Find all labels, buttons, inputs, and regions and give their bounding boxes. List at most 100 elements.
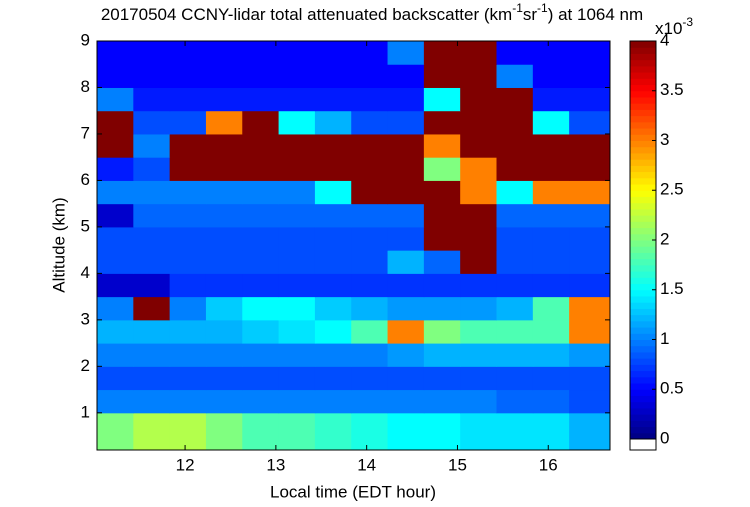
y-tick-label: 2 <box>81 356 90 375</box>
heatmap-cell <box>532 319 570 344</box>
heatmap-cell <box>133 389 171 414</box>
heatmap-cell <box>351 133 389 158</box>
heatmap-cell <box>314 412 352 451</box>
heatmap-cell <box>423 319 461 344</box>
x-tick-label: 13 <box>266 455 285 474</box>
heatmap-cell <box>569 389 611 414</box>
heatmap-cell <box>242 250 280 274</box>
heatmap-cell <box>242 157 280 181</box>
colorbar-step <box>630 401 656 409</box>
heatmap-cell <box>460 273 498 298</box>
heatmap-cell <box>169 203 207 228</box>
heatmap-cell <box>242 296 280 321</box>
y-axis-label: Altitude (km) <box>49 197 68 292</box>
heatmap-cell <box>423 41 461 65</box>
heatmap-cell <box>278 226 316 251</box>
heatmap-cell <box>242 110 280 135</box>
colorbar-step <box>630 196 656 204</box>
colorbar-step <box>630 283 656 291</box>
colorbar-label-sup: -3 <box>682 15 693 29</box>
heatmap-cell <box>351 389 389 414</box>
colorbar-step <box>630 202 656 210</box>
heatmap-cell <box>532 343 570 367</box>
chart-title: 20170504 CCNY-lidar total attenuated bac… <box>101 1 643 24</box>
heatmap-cell <box>97 250 134 274</box>
heatmap-cell <box>496 273 534 298</box>
heatmap-cell <box>460 226 498 251</box>
title-part: ) at 1064 nm <box>548 5 643 24</box>
heatmap-cell <box>242 180 280 205</box>
heatmap-cell <box>569 366 611 391</box>
colorbar-step <box>630 72 656 79</box>
heatmap-cell <box>569 203 611 228</box>
heatmap-cell <box>314 226 352 251</box>
colorbar-step <box>630 59 656 67</box>
heatmap-cell <box>314 157 352 181</box>
colorbar-tick-label: 0.5 <box>660 379 684 398</box>
colorbar-step <box>630 47 656 54</box>
heatmap-cell <box>423 273 461 298</box>
colorbar-under <box>629 438 657 451</box>
colorbar-step <box>630 152 656 160</box>
heatmap-cell <box>496 226 534 251</box>
colorbar-step <box>630 327 656 334</box>
heatmap-cell <box>97 366 134 391</box>
heatmap-cell <box>242 273 280 298</box>
y-tick-label: 9 <box>81 30 90 49</box>
colorbar-step <box>630 208 656 216</box>
heatmap-cell <box>423 366 461 391</box>
colorbar-step <box>630 295 656 303</box>
heatmap-cell <box>532 366 570 391</box>
heatmap-cell <box>169 296 207 321</box>
colorbar-step <box>630 215 656 222</box>
heatmap-cell <box>460 64 498 88</box>
heatmap-cell <box>97 41 134 65</box>
colorbar-step <box>630 414 656 421</box>
heatmap-cell <box>351 110 389 135</box>
heatmap-cell <box>278 87 316 112</box>
colorbar-step <box>630 184 656 191</box>
colorbar-step <box>630 221 656 229</box>
heatmap-cell <box>97 157 134 181</box>
heatmap-cell <box>496 366 534 391</box>
colorbar-tick-label: 3 <box>660 130 669 149</box>
heatmap-cell <box>242 389 280 414</box>
heatmap-cell <box>532 226 570 251</box>
heatmap-cell <box>569 412 611 451</box>
heatmap-cell <box>278 296 316 321</box>
colorbar-step <box>630 333 656 340</box>
x-tick-label: 16 <box>539 455 558 474</box>
heatmap-cell <box>314 296 352 321</box>
heatmap-cell <box>205 250 243 274</box>
heatmap-cell <box>460 296 498 321</box>
heatmap-cell <box>423 87 461 112</box>
heatmap-cell <box>532 389 570 414</box>
x-tick-label: 12 <box>176 455 195 474</box>
heatmap-cell <box>133 296 171 321</box>
colorbar-step <box>630 407 656 415</box>
heatmap-cell <box>387 389 425 414</box>
heatmap-cell <box>460 203 498 228</box>
heatmap-cell <box>423 226 461 251</box>
heatmap-cell <box>387 87 425 112</box>
heatmap-cell <box>460 41 498 65</box>
y-tick-label: 8 <box>81 77 90 96</box>
heatmap <box>97 41 611 451</box>
y-tick-label: 1 <box>81 402 90 421</box>
heatmap-cell <box>133 87 171 112</box>
colorbar-tick-label: 1.5 <box>660 279 684 298</box>
heatmap-cell <box>423 250 461 274</box>
heatmap-cell <box>423 343 461 367</box>
heatmap-cell <box>423 203 461 228</box>
colorbar-step <box>630 426 656 434</box>
heatmap-cell <box>169 110 207 135</box>
heatmap-cell <box>460 87 498 112</box>
heatmap-cell <box>242 41 280 65</box>
heatmap-cell <box>496 250 534 274</box>
heatmap-cell <box>205 110 243 135</box>
colorbar-tick-label: 2 <box>660 229 669 248</box>
heatmap-cell <box>532 203 570 228</box>
heatmap-cell <box>314 250 352 274</box>
heatmap-cell <box>97 64 134 88</box>
